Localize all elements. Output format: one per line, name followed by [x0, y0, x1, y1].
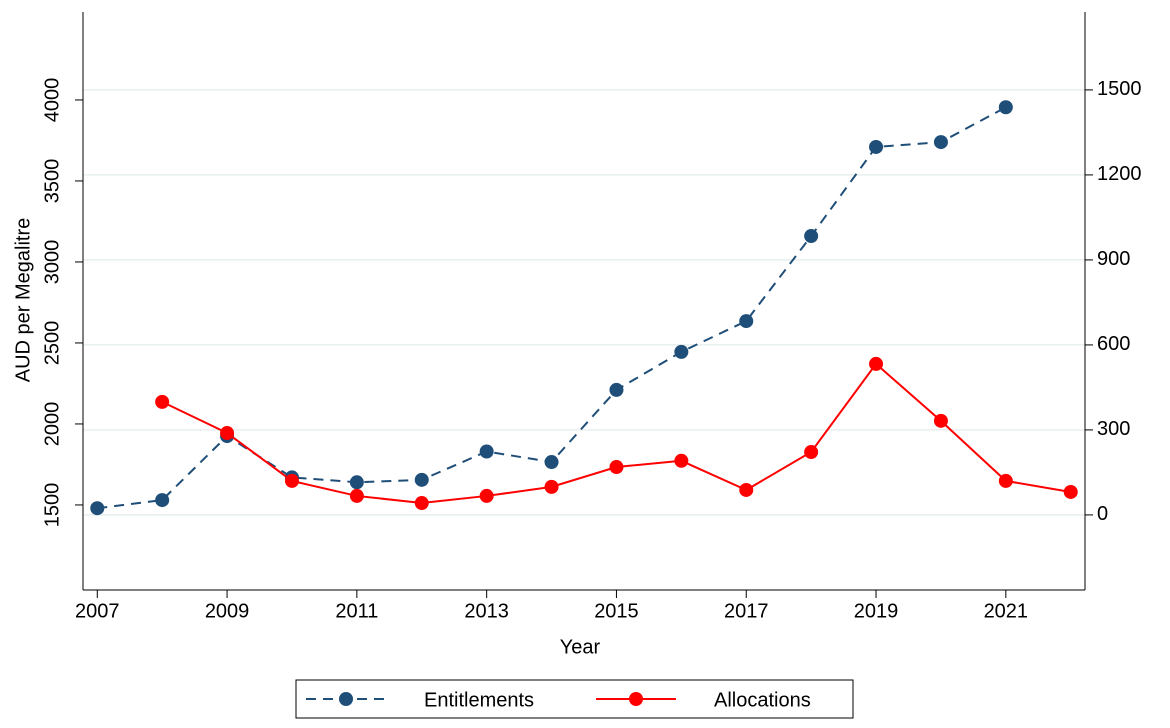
data-point [1063, 484, 1078, 499]
x-axis-title: Year [560, 636, 601, 658]
y2-tick-label: 0 [1097, 503, 1108, 525]
data-point [90, 501, 105, 516]
data-point [220, 426, 235, 441]
data-point [998, 100, 1013, 115]
x-tick-label: 2015 [594, 600, 639, 622]
legend [295, 679, 854, 719]
x-tick-label: 2019 [854, 600, 899, 622]
data-point [674, 344, 689, 359]
data-point [804, 445, 819, 460]
x-tick-label: 2011 [335, 600, 378, 622]
data-point [544, 479, 559, 494]
data-point [479, 488, 494, 503]
data-point [609, 382, 624, 397]
data-point [479, 444, 494, 459]
y-tick-label: 2500 [41, 321, 63, 366]
data-point [544, 455, 559, 470]
legend-label: Entitlements [424, 689, 534, 711]
legend-marker [629, 692, 643, 706]
data-point [674, 453, 689, 468]
y-tick-label: 3000 [41, 240, 63, 285]
legend-marker [339, 692, 353, 706]
legend-label: Allocations [714, 689, 811, 711]
data-point [739, 482, 754, 497]
y2-tick-label: 1200 [1097, 163, 1142, 185]
x-tick-label: 2021 [984, 600, 1029, 622]
data-point [869, 356, 884, 371]
data-point [869, 139, 884, 154]
data-point [933, 135, 948, 150]
y-tick-label: 2000 [41, 402, 63, 447]
data-point [804, 229, 819, 244]
data-point [998, 473, 1013, 488]
data-point [284, 473, 299, 488]
data-point [349, 475, 364, 490]
data-point [609, 460, 624, 475]
data-point [414, 496, 429, 511]
y2-tick-label: 900 [1097, 248, 1130, 270]
y2-tick-label: 300 [1097, 418, 1130, 440]
data-point [739, 314, 754, 329]
data-point [933, 413, 948, 428]
y-tick-label: 4000 [41, 78, 63, 123]
y2-tick-label: 600 [1097, 333, 1130, 355]
x-tick-label: 2007 [75, 600, 120, 622]
x-tick-label: 2013 [464, 600, 509, 622]
data-point [349, 488, 364, 503]
x-tick-label: 2017 [724, 600, 769, 622]
y-tick-label: 1500 [41, 483, 63, 528]
y-axis-title: AUD per Megalitre [12, 218, 34, 383]
y2-tick-label: 1500 [1097, 78, 1142, 100]
data-point [414, 472, 429, 487]
x-tick-label: 2009 [205, 600, 250, 622]
data-point [155, 493, 170, 508]
data-point [155, 394, 170, 409]
y-tick-label: 3500 [41, 159, 63, 204]
